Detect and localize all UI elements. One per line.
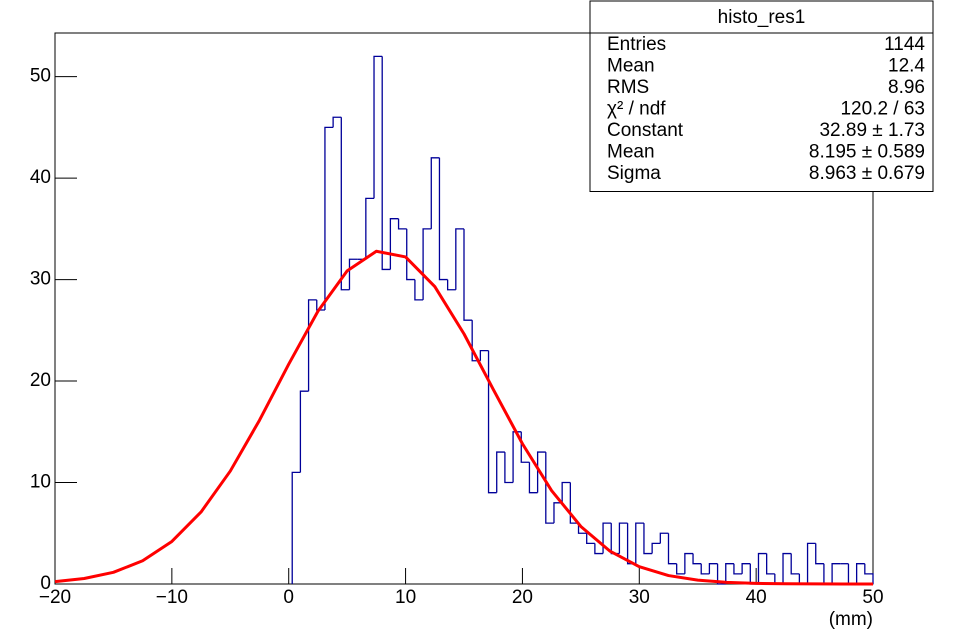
histogram-bin: [586, 533, 595, 545]
histogram-bin: [594, 543, 604, 555]
histogram-bin: [831, 563, 841, 584]
histogram-bin: [766, 553, 775, 575]
histogram-bin: [455, 228, 464, 290]
histogram-bin: [676, 563, 685, 575]
stats-value: 8.963 ± 0.679: [809, 163, 925, 184]
y-tick-label: 20: [30, 370, 51, 391]
histogram-bin: [365, 197, 375, 260]
y-tick-label: 0: [40, 573, 51, 594]
histogram-bin: [291, 471, 301, 584]
histogram-bin: [406, 228, 415, 281]
histogram-bin: [504, 452, 514, 484]
histogram-bin: [684, 552, 694, 574]
histogram-bin: [561, 481, 571, 503]
histogram-bin: [348, 258, 358, 290]
histogram-bin: [438, 157, 448, 281]
stats-value: 8.96: [888, 77, 925, 98]
histogram-bin: [487, 350, 497, 494]
x-axis-label: (mm): [829, 609, 873, 630]
histogram-bin: [512, 431, 522, 483]
y-tick-label: 50: [30, 66, 51, 87]
histogram-bin: [659, 532, 669, 544]
y-tick-label: 40: [30, 167, 51, 188]
histogram-bin: [332, 116, 342, 128]
histogram-bin: [716, 563, 726, 585]
histogram-bin: [528, 462, 538, 494]
histogram-bin: [340, 117, 350, 291]
histogram-bin: [618, 522, 628, 554]
histogram-bin: [577, 523, 587, 534]
y-tick-label: 30: [30, 269, 51, 290]
x-tick-label: −20: [39, 587, 71, 608]
histogram-bin: [667, 533, 677, 565]
histogram-bin: [569, 482, 579, 524]
x-tick-label: 30: [629, 587, 650, 608]
histogram-bin: [643, 523, 653, 555]
histogram-bin: [381, 56, 391, 271]
x-tick-label: 10: [395, 587, 416, 608]
histogram-bin: [446, 279, 456, 291]
histogram-bin: [757, 552, 767, 584]
stats-value: 12.4: [888, 56, 925, 77]
stats-value: 120.2 / 63: [840, 99, 925, 120]
stats-value: 1144: [884, 34, 925, 55]
x-tick-label: 40: [746, 587, 767, 608]
histogram-bin: [299, 390, 309, 473]
histogram-bin: [806, 542, 816, 584]
stats-label: Mean: [607, 142, 655, 163]
y-tick-label: 10: [30, 472, 51, 493]
x-tick-label: 50: [862, 587, 883, 608]
stats-value: 32.89 ± 1.73: [819, 120, 925, 141]
stats-label: Sigma: [607, 163, 661, 184]
stats-label: RMS: [607, 77, 649, 98]
histogram-bin: [536, 451, 546, 493]
histogram-bin: [864, 563, 874, 584]
histogram-bin: [651, 542, 661, 554]
histogram-bin: [496, 451, 505, 493]
histogram-bin: [373, 55, 383, 199]
histogram-bin: [700, 563, 710, 575]
stats-value: 8.195 ± 0.589: [809, 142, 925, 163]
histogram-bin: [692, 553, 702, 565]
x-tick-label: 0: [283, 587, 294, 608]
histogram-bin: [815, 543, 824, 565]
plot-frame: [54, 32, 874, 585]
histogram-bin: [545, 452, 554, 524]
histogram-bin: [725, 563, 734, 584]
histogram-bin: [782, 552, 792, 584]
histogram-bin: [741, 563, 751, 574]
histogram-bin: [635, 522, 644, 564]
stats-label: Constant: [607, 120, 684, 141]
histogram-bin: [324, 126, 334, 311]
histogram-bin: [463, 228, 473, 321]
histogram-bin: [307, 299, 317, 392]
stats-label: χ² / ndf: [607, 99, 666, 120]
histogram-bin: [733, 563, 743, 575]
stats-title: histo_res1: [718, 7, 806, 28]
histogram-bin: [316, 299, 325, 311]
histogram-bin: [553, 502, 563, 524]
x-tick-label: −10: [156, 587, 188, 608]
histogram-bin: [430, 157, 440, 229]
histogram-bin: [708, 563, 718, 574]
x-tick-label: 20: [512, 587, 533, 608]
stats-label: Mean: [607, 56, 655, 77]
histogram-bin: [414, 279, 424, 301]
stats-label: Entries: [607, 34, 666, 55]
histogram-bin: [479, 349, 489, 361]
histogram-bin: [855, 563, 865, 584]
histogram-bin: [397, 218, 407, 230]
fit-curve: [54, 249, 873, 586]
histogram-bin: [790, 553, 800, 575]
